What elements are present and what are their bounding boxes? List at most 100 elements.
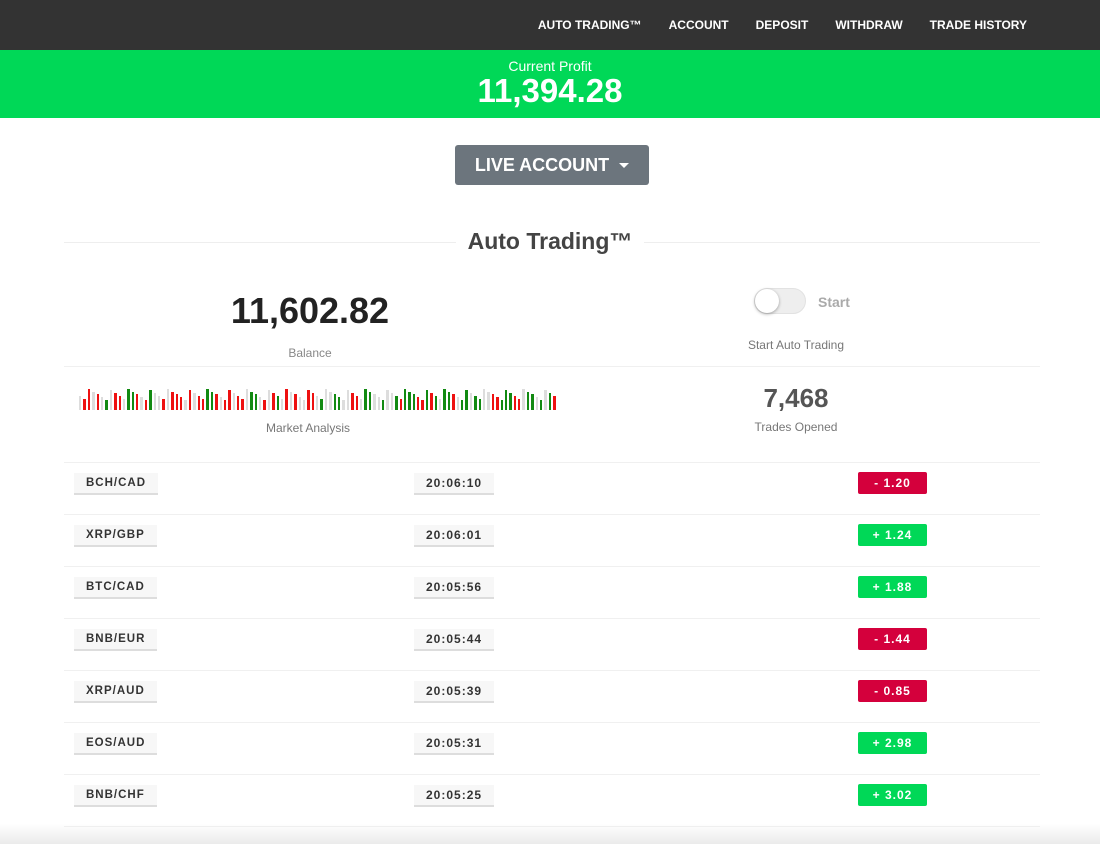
profit-banner: Current Profit 11,394.28 [0, 50, 1100, 118]
market-bar [500, 400, 503, 410]
market-bar [280, 398, 284, 410]
market-bar [333, 394, 337, 410]
market-bar [149, 390, 152, 410]
trade-row: BCH/CAD 20:06:10 - 1.20 [64, 463, 1040, 515]
market-bar [430, 393, 433, 410]
trade-row: BNB/CHF 20:05:25 + 3.02 [64, 775, 1040, 827]
market-bar [342, 400, 345, 410]
trade-amount-badge: + 3.02 [858, 784, 927, 806]
bottom-fade [0, 824, 1100, 844]
market-bar [474, 395, 477, 410]
balance-block: 11,602.82 Balance [130, 290, 490, 360]
market-bar [140, 397, 143, 410]
top-nav: AUTO TRADING™ ACCOUNT DEPOSIT WITHDRAW T… [0, 0, 1100, 50]
nav-trade-history[interactable]: TRADE HISTORY [929, 18, 1027, 32]
market-bar [302, 400, 306, 410]
nav-account[interactable]: ACCOUNT [668, 18, 729, 32]
trade-time: 20:05:39 [414, 681, 495, 703]
market-analysis-bars [79, 388, 558, 410]
market-bar [254, 394, 258, 410]
market-bar [171, 391, 174, 410]
trade-row: XRP/AUD 20:05:39 - 0.85 [64, 671, 1040, 723]
market-bar [114, 393, 117, 410]
market-bar [544, 390, 547, 410]
trade-time: 20:06:10 [414, 473, 495, 495]
market-bar [267, 390, 271, 410]
trade-pair: BNB/CHF [74, 785, 157, 807]
account-dropdown-button[interactable]: LIVE ACCOUNT [455, 145, 649, 185]
trade-time: 20:05:25 [414, 785, 495, 807]
market-bar [509, 393, 512, 410]
market-bar [386, 390, 389, 410]
auto-trading-toggle[interactable] [754, 288, 806, 314]
market-bar [531, 394, 534, 410]
divider [64, 366, 1040, 367]
market-bar [175, 394, 178, 410]
trade-time: 20:05:56 [414, 577, 495, 599]
market-bar [408, 391, 411, 410]
market-bar [131, 391, 135, 410]
trade-time: 20:05:44 [414, 629, 495, 651]
market-analysis-label: Market Analysis [265, 421, 351, 435]
market-bar [417, 397, 420, 410]
account-label: LIVE ACCOUNT [474, 154, 610, 175]
trades-opened-block: 7,468 Trades Opened [696, 383, 896, 434]
trade-row: EOS/AUD 20:05:31 + 2.98 [64, 723, 1040, 775]
market-bar [215, 394, 218, 410]
market-bar [395, 395, 398, 410]
market-bar [193, 393, 196, 410]
market-bar [548, 393, 552, 410]
market-bar [109, 390, 113, 410]
market-bar [92, 391, 95, 410]
market-bar [540, 400, 543, 410]
market-bar [491, 394, 495, 410]
market-bar [513, 395, 517, 410]
start-auto-trading-caption: Start Auto Trading [747, 338, 845, 352]
nav-auto-trading[interactable]: AUTO TRADING™ [537, 18, 642, 32]
market-bar [518, 398, 521, 410]
market-bar [526, 391, 530, 410]
balance-value: 11,602.82 [230, 290, 390, 331]
toggle-knob [755, 289, 779, 313]
trade-time: 20:06:01 [414, 525, 495, 547]
market-bar [390, 393, 394, 410]
market-bar [535, 397, 539, 410]
market-bar [79, 395, 82, 410]
market-bar [188, 390, 192, 410]
market-bar [237, 395, 240, 410]
market-bar [166, 388, 170, 410]
market-bar [162, 398, 165, 410]
section-title: Auto Trading™ [0, 228, 1100, 255]
market-bar [368, 391, 372, 410]
profit-label: Current Profit [508, 58, 592, 74]
market-bar [276, 395, 279, 410]
market-bar [294, 394, 297, 410]
market-bar [360, 398, 363, 410]
market-bar [504, 390, 508, 410]
trade-pair: BNB/EUR [74, 629, 158, 651]
market-bar [241, 398, 244, 410]
market-bar [465, 390, 468, 410]
market-bar [351, 393, 354, 410]
market-bar [377, 397, 380, 410]
trade-pair: XRP/GBP [74, 525, 157, 547]
market-bar [478, 398, 481, 410]
market-bar [553, 395, 556, 410]
market-bar [364, 388, 367, 410]
trade-time: 20:05:31 [414, 733, 495, 755]
market-bar [346, 390, 350, 410]
market-bar [127, 388, 130, 410]
market-bar [421, 400, 424, 410]
profit-value: 11,394.28 [477, 72, 623, 109]
trade-amount-badge: + 1.24 [858, 524, 927, 546]
market-bar [197, 395, 200, 410]
market-bar [179, 397, 183, 410]
market-bar [487, 391, 490, 410]
nav-deposit[interactable]: DEPOSIT [755, 18, 809, 32]
market-bar [245, 388, 249, 410]
trade-row: BTC/CAD 20:05:56 + 1.88 [64, 567, 1040, 619]
market-bar [232, 393, 236, 410]
market-bar [456, 397, 459, 410]
nav-withdraw[interactable]: WITHDRAW [835, 18, 903, 32]
trades-opened-value: 7,468 [763, 383, 829, 413]
